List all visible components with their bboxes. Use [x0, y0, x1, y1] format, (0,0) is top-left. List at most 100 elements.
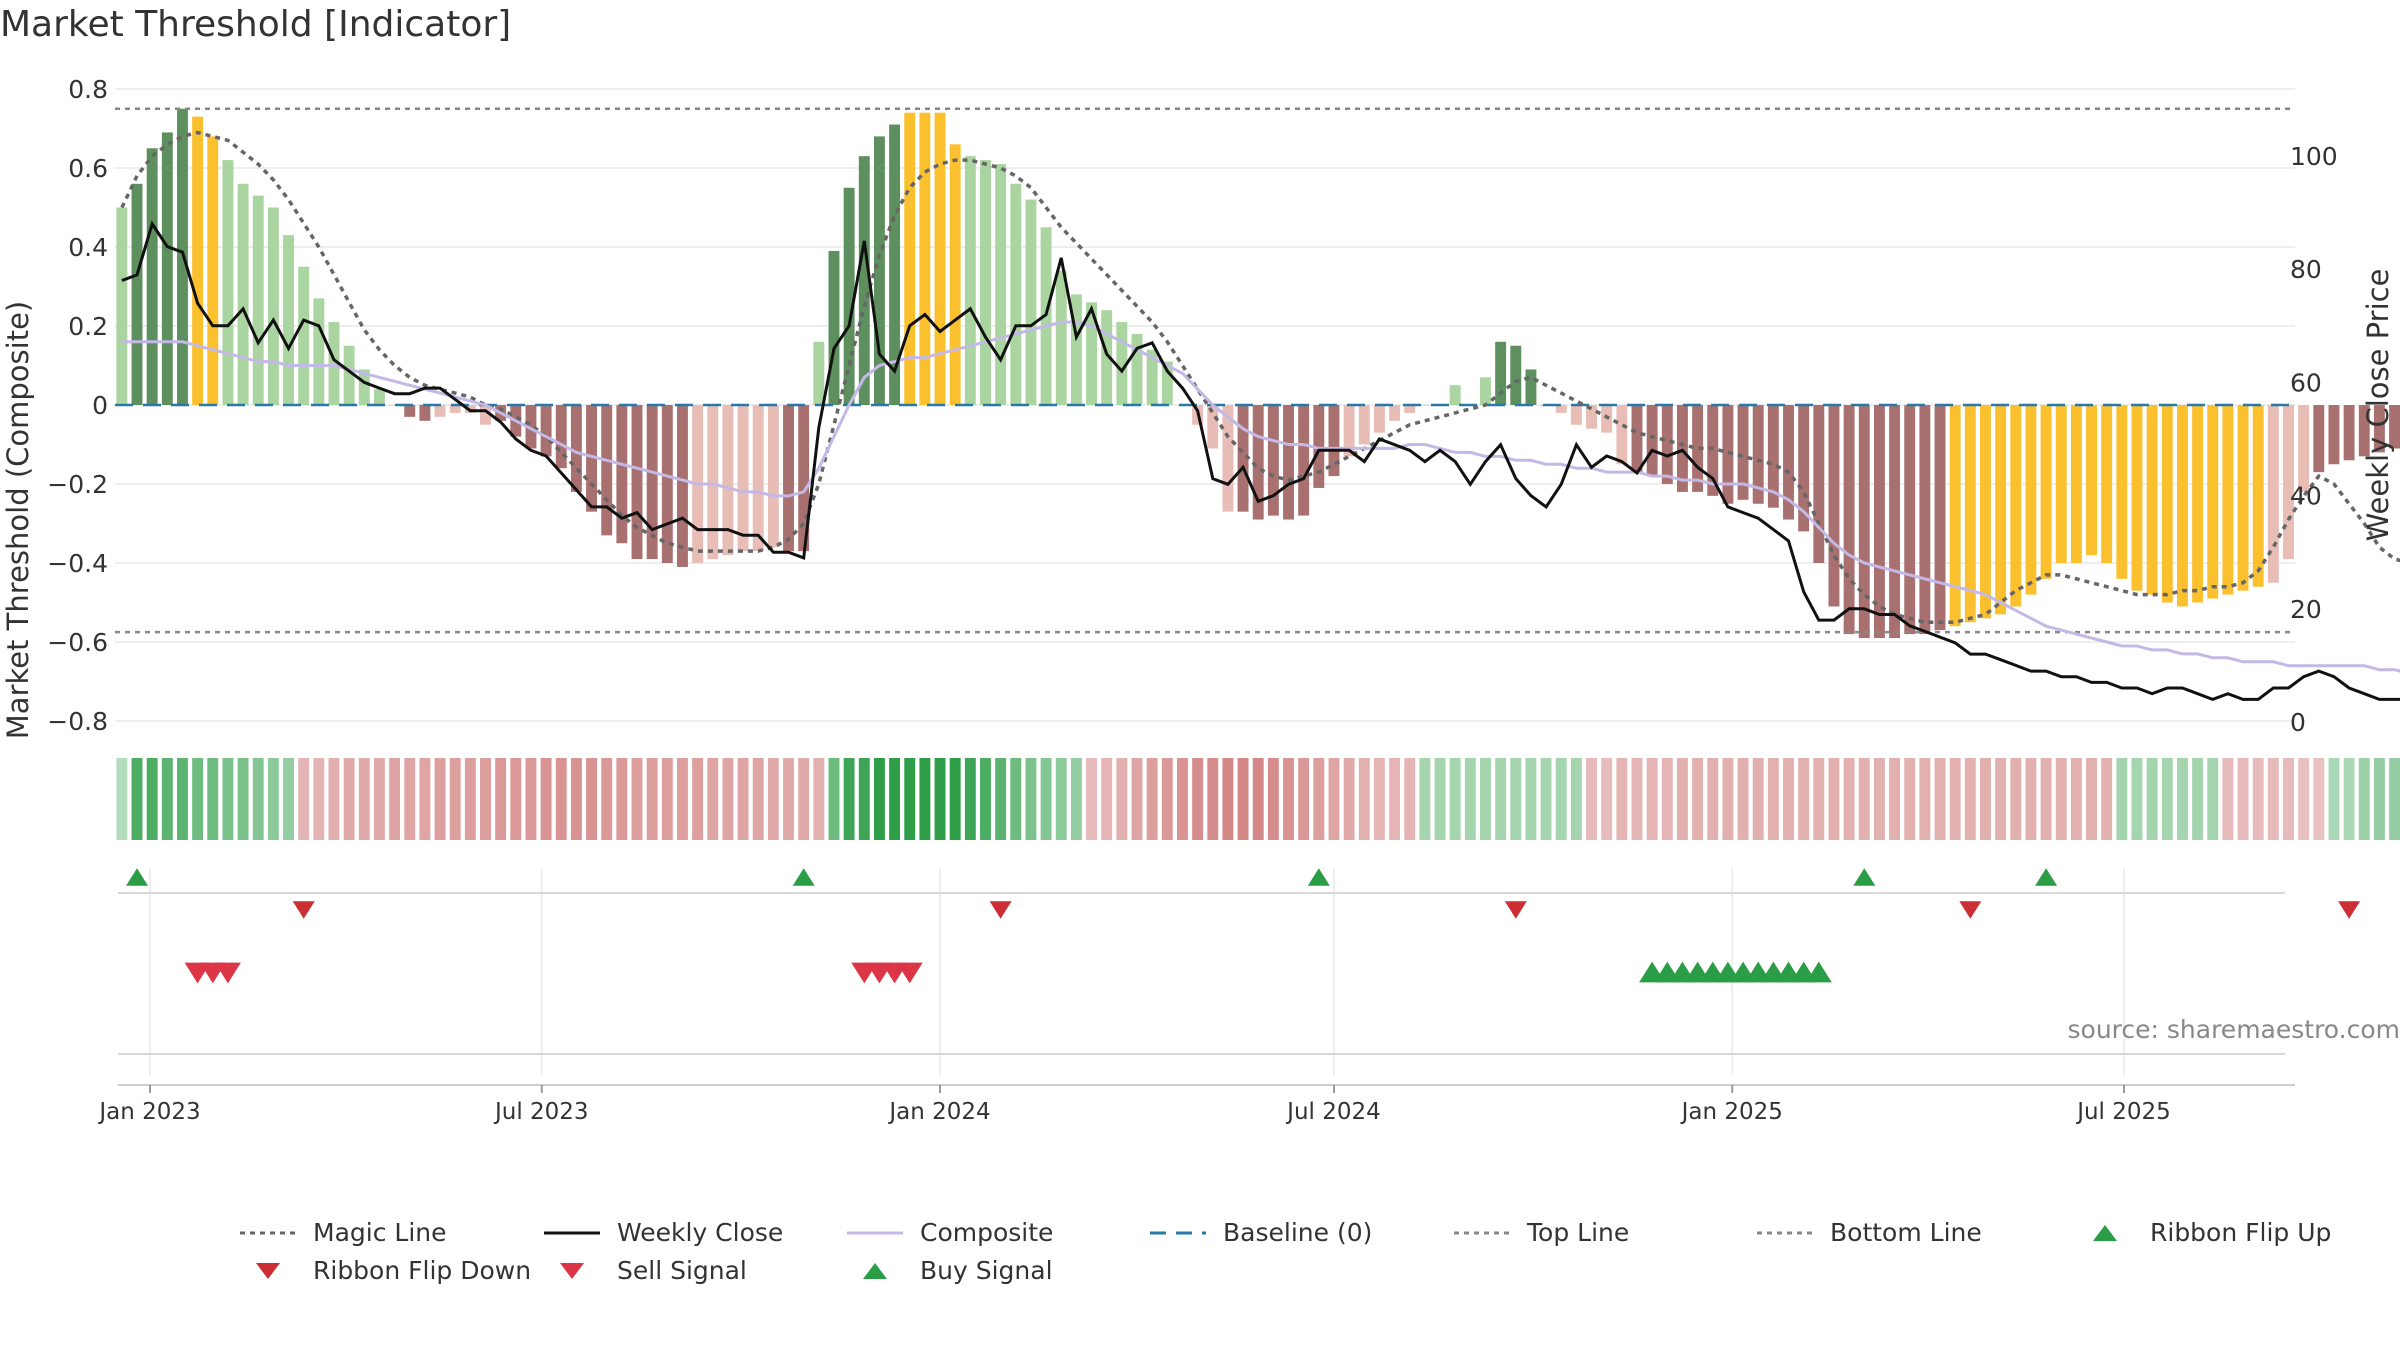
- composite-bar: [2328, 405, 2340, 465]
- composite-bar: [404, 405, 416, 417]
- ribbon-cell: [2101, 758, 2113, 840]
- composite-bar: [1661, 405, 1673, 484]
- composite-bar: [1631, 405, 1643, 473]
- ribbon-cell: [2146, 758, 2158, 840]
- ribbon-cell: [389, 758, 401, 840]
- composite-bar: [980, 160, 991, 405]
- composite-bar: [1222, 405, 1234, 512]
- sell-signal-marker: [896, 962, 923, 984]
- legend-swatch: [544, 1231, 600, 1235]
- composite-bar: [373, 389, 385, 405]
- ribbon-cell: [2161, 758, 2173, 840]
- composite-bar: [1752, 405, 1764, 504]
- ribbon-cell: [2267, 758, 2279, 840]
- ribbon-cell: [677, 758, 688, 840]
- x-tick-label: Jan 2023: [97, 1099, 200, 1125]
- composite-bar: [1131, 333, 1143, 405]
- composite-bar: [2283, 405, 2294, 560]
- x-axis: Jan 2023 Jul 2023 Jan 2024 Jul 2024 Jan 2025…: [97, 1084, 2295, 1125]
- ribbon-cell: [434, 758, 446, 840]
- ribbon-cell: [1525, 758, 1537, 840]
- composite-bar: [1934, 405, 1946, 631]
- ribbon-flip-up-marker: [792, 868, 815, 886]
- ribbon-cell: [1449, 758, 1461, 840]
- ribbon-cell: [1586, 758, 1597, 840]
- x-tick-label: Jan 2025: [1680, 1099, 1783, 1125]
- ribbon-cell: [828, 758, 840, 840]
- composite-bar: [1086, 302, 1098, 405]
- composite-bar: [283, 235, 294, 405]
- ribbon-cell: [1904, 758, 1916, 840]
- composite-bar: [2207, 405, 2219, 599]
- y-tick-label: 0: [92, 391, 108, 420]
- composite-bar: [540, 405, 552, 457]
- composite-bar: [1646, 405, 1658, 477]
- ribbon-cell: [283, 758, 294, 840]
- composite-bar: [116, 207, 128, 405]
- composite-bar: [616, 405, 628, 544]
- ribbon-cell: [964, 758, 976, 840]
- composite-bar: [1146, 349, 1158, 405]
- ribbon-cell: [1858, 758, 1870, 840]
- composite-bar: [601, 405, 613, 536]
- ribbon-cell: [207, 758, 219, 840]
- legend-swatch: [2093, 1225, 2117, 1241]
- magic-line: [120, 130, 2400, 625]
- composite-bar: [1889, 405, 1901, 639]
- ribbon-cell: [1798, 758, 1810, 840]
- axes: 0.8 0.6 0.4 0.2 0 −0.2 −0.4 −0.6 −0.8 100 80 60 40 20…: [47, 75, 2337, 737]
- composite-bar: [1283, 405, 1294, 520]
- composite-bar: [631, 405, 643, 560]
- composite-bar: [1419, 405, 1431, 406]
- ribbon-cell: [1176, 758, 1188, 840]
- composite-bar: [2116, 405, 2128, 579]
- composite-bar: [434, 405, 446, 417]
- y2-tick-label: 20: [2290, 595, 2322, 624]
- composite-bar: [1767, 405, 1779, 508]
- composite-bar: [480, 405, 491, 425]
- x-tick-label: Jul 2023: [493, 1099, 589, 1125]
- composite-bar: [1843, 405, 1855, 635]
- signal-markers: [118, 868, 2361, 1055]
- composite-bar: [1904, 405, 1916, 635]
- ribbon-cell: [586, 758, 598, 840]
- composite-bar: [1813, 405, 1825, 563]
- composite-bar: [1298, 405, 1310, 516]
- composite-bar: [252, 195, 264, 405]
- composite-bar: [2252, 405, 2264, 587]
- composite-bar: [767, 405, 779, 548]
- composite-bar: [2176, 405, 2188, 607]
- ribbon-cell: [934, 758, 946, 840]
- composite-bar: [1722, 405, 1734, 504]
- composite-bar: [1995, 405, 2007, 615]
- ribbon-cell: [631, 758, 643, 840]
- ribbon-cell: [1661, 758, 1673, 840]
- ribbon-cell: [1692, 758, 1704, 840]
- ribbon-cell: [798, 758, 810, 840]
- legend-swatch: [863, 1263, 887, 1279]
- composite-bar: [646, 405, 658, 560]
- ribbon-cell: [2010, 758, 2022, 840]
- ribbon-cell: [192, 758, 204, 840]
- composite-bar: [843, 187, 855, 405]
- ribbon-flip-up-marker: [1853, 868, 1876, 886]
- ribbon-cell: [1222, 758, 1234, 840]
- legend-label: Sell Signal: [617, 1256, 747, 1285]
- ribbon-cell: [1146, 758, 1158, 840]
- ribbon-cell: [858, 758, 870, 840]
- y-tick-label: −0.8: [47, 707, 108, 736]
- ribbon-cell: [1480, 758, 1491, 840]
- composite-bar: [813, 341, 825, 405]
- ribbon-cell: [1964, 758, 1976, 840]
- composite-bar: [1055, 270, 1067, 405]
- ribbon-cell: [616, 758, 628, 840]
- ribbon-flip-up-marker: [1307, 868, 1330, 886]
- legend-label: Weekly Close: [617, 1218, 784, 1247]
- ribbon-cell: [1555, 758, 1567, 840]
- ribbon-cell: [1131, 758, 1143, 840]
- composite-bar: [798, 405, 810, 552]
- composite-bar: [1919, 405, 1931, 635]
- ribbon-cell: [995, 758, 1007, 840]
- composite-bars: [116, 108, 2400, 639]
- y2-tick-label: 80: [2290, 255, 2322, 284]
